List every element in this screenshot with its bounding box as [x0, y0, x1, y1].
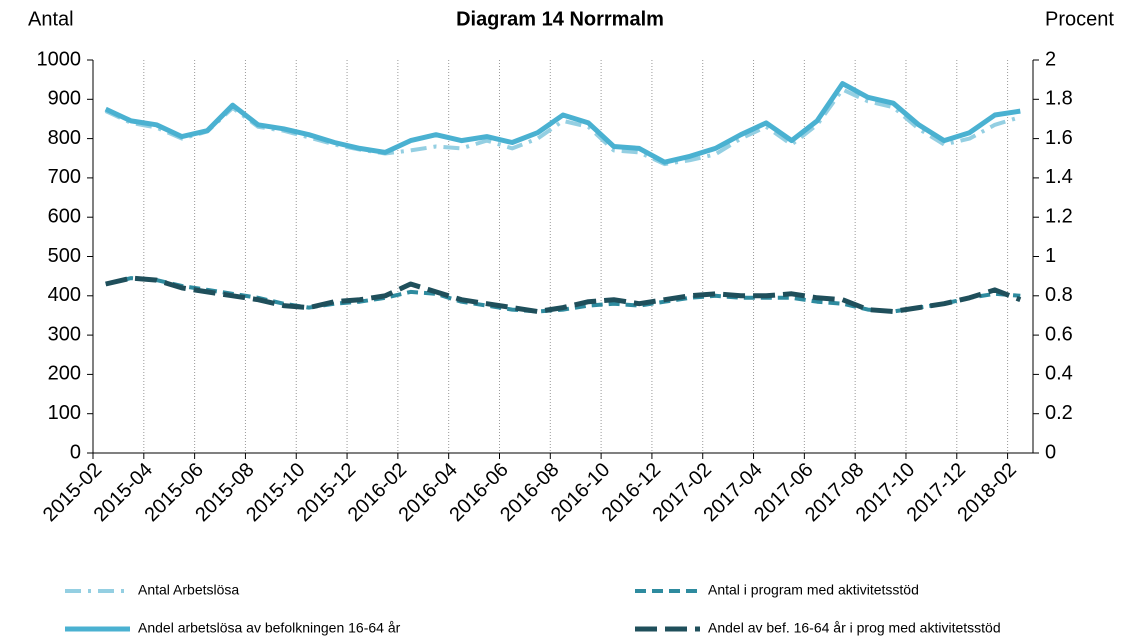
y2-tick-label: 1 — [1045, 245, 1056, 267]
legend-label: Andel av bef. 16-64 år i prog med aktivi… — [708, 620, 1001, 636]
y-tick-label: 200 — [48, 363, 81, 385]
series-line — [104, 81, 1021, 165]
y2-tick-label: 1.2 — [1045, 205, 1073, 227]
y-tick-label: 100 — [48, 402, 81, 424]
y2-tick-label: 1.4 — [1045, 166, 1073, 188]
y-tick-label: 400 — [48, 284, 81, 306]
y-axis-label: Antal — [28, 8, 74, 30]
y-tick-label: 600 — [48, 205, 81, 227]
y2-tick-label: 1.6 — [1045, 127, 1073, 149]
y-tick-label: 800 — [48, 127, 81, 149]
y2-tick-label: 0 — [1045, 441, 1056, 463]
y-tick-label: 900 — [48, 88, 81, 110]
series-line — [105, 275, 1022, 314]
y2-axis-label: Procent — [1045, 8, 1114, 30]
y2-tick-label: 0.6 — [1045, 323, 1073, 345]
legend-label: Andel arbetslösa av befolkningen 16-64 å… — [138, 620, 401, 636]
y-tick-label: 500 — [48, 245, 81, 267]
y-tick-label: 0 — [70, 441, 81, 463]
y2-tick-label: 0.2 — [1045, 402, 1073, 424]
y2-tick-label: 1.8 — [1045, 88, 1073, 110]
y-tick-label: 700 — [48, 166, 81, 188]
y2-tick-label: 2 — [1045, 48, 1056, 70]
chart-title: Diagram 14 Norrmalm — [456, 8, 664, 30]
y-tick-label: 300 — [48, 323, 81, 345]
y-tick-label: 1000 — [37, 48, 82, 70]
legend-label: Antal i program med aktivitetsstöd — [708, 582, 919, 598]
y2-tick-label: 0.4 — [1045, 363, 1073, 385]
y2-tick-label: 0.8 — [1045, 284, 1073, 306]
legend-label: Antal Arbetslösa — [138, 582, 239, 598]
